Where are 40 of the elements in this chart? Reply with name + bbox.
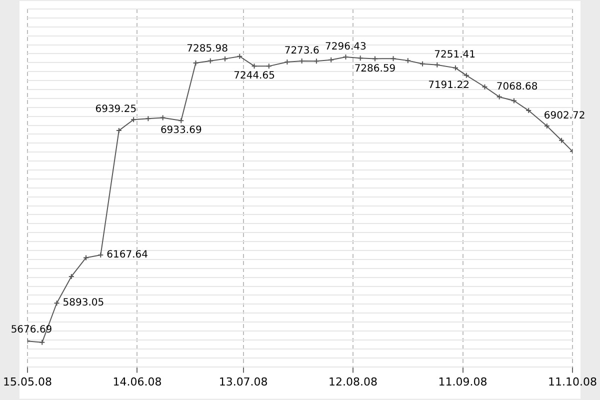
point xyxy=(482,84,488,90)
x-tick-label: 12.08.08 xyxy=(328,375,378,388)
point xyxy=(510,98,517,104)
x-tick-label: 15.05.08 xyxy=(3,375,52,388)
x-tick-label: 11.10.08 xyxy=(548,375,597,388)
point xyxy=(178,118,184,124)
point xyxy=(328,56,334,63)
x-tick-label: 13.07.08 xyxy=(218,375,268,388)
data-label: 6933.69 xyxy=(160,125,202,136)
point xyxy=(251,63,258,70)
point xyxy=(404,58,411,64)
data-label: 7244.65 xyxy=(234,70,275,82)
data-label: 7285.98 xyxy=(186,43,228,54)
data-label: 6167.64 xyxy=(106,250,148,261)
point xyxy=(434,62,440,68)
point xyxy=(390,56,396,62)
data-label: 7273.6 xyxy=(284,46,320,57)
data-label: 7068.68 xyxy=(496,82,538,93)
point xyxy=(266,63,272,70)
x-tick-label: 11.09.08 xyxy=(438,375,488,388)
data-label: 7286.59 xyxy=(354,63,396,74)
data-label: 6902.72 xyxy=(544,110,586,122)
data-label: 5893.05 xyxy=(62,298,104,309)
point xyxy=(357,55,364,62)
data-label: 6939.25 xyxy=(95,104,137,116)
point xyxy=(145,116,152,122)
data-label: 7251.41 xyxy=(434,49,476,60)
point xyxy=(160,114,166,121)
point xyxy=(207,58,214,64)
point xyxy=(54,300,60,306)
data-label: 7296.43 xyxy=(325,42,366,53)
data-label: 7191.22 xyxy=(428,80,470,92)
point xyxy=(236,53,243,60)
point xyxy=(558,137,565,144)
point xyxy=(39,339,46,346)
point xyxy=(452,64,458,71)
point xyxy=(496,94,502,100)
point xyxy=(463,72,470,78)
point xyxy=(130,116,137,123)
x-tick-label: 14.06.08 xyxy=(112,375,162,388)
